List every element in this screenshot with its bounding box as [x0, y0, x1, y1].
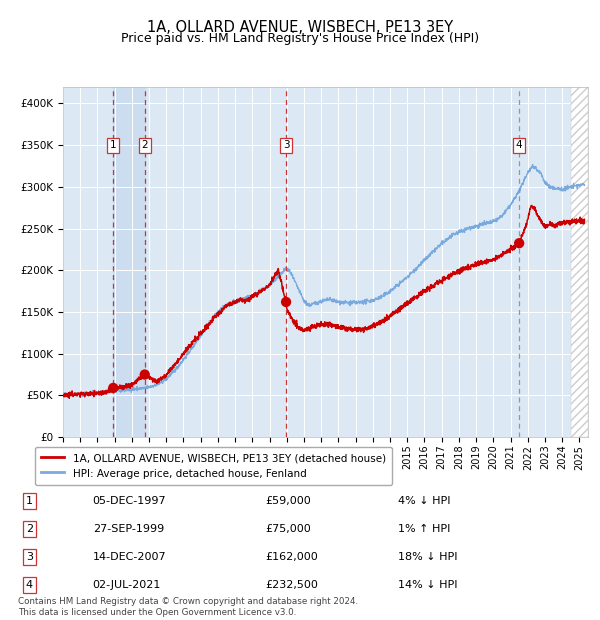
- Text: 4% ↓ HPI: 4% ↓ HPI: [398, 496, 451, 506]
- Legend: 1A, OLLARD AVENUE, WISBECH, PE13 3EY (detached house), HPI: Average price, detac: 1A, OLLARD AVENUE, WISBECH, PE13 3EY (de…: [35, 446, 392, 485]
- Text: 1% ↑ HPI: 1% ↑ HPI: [398, 524, 450, 534]
- Text: 02-JUL-2021: 02-JUL-2021: [92, 580, 161, 590]
- Point: [109, 383, 118, 393]
- Text: £232,500: £232,500: [265, 580, 319, 590]
- Text: 1A, OLLARD AVENUE, WISBECH, PE13 3EY: 1A, OLLARD AVENUE, WISBECH, PE13 3EY: [147, 20, 453, 35]
- Text: 1: 1: [110, 140, 116, 150]
- Point: [281, 297, 291, 307]
- Text: £75,000: £75,000: [265, 524, 311, 534]
- Text: 18% ↓ HPI: 18% ↓ HPI: [398, 552, 457, 562]
- Text: 4: 4: [26, 580, 33, 590]
- Text: Contains HM Land Registry data © Crown copyright and database right 2024.
This d: Contains HM Land Registry data © Crown c…: [18, 598, 358, 617]
- Text: 1: 1: [26, 496, 33, 506]
- Text: 05-DEC-1997: 05-DEC-1997: [92, 496, 166, 506]
- Text: £162,000: £162,000: [265, 552, 318, 562]
- Text: Price paid vs. HM Land Registry's House Price Index (HPI): Price paid vs. HM Land Registry's House …: [121, 32, 479, 45]
- Bar: [571, 87, 588, 437]
- Text: 2: 2: [26, 524, 33, 534]
- Point: [514, 238, 524, 248]
- Text: 4: 4: [516, 140, 523, 150]
- Bar: [113, 87, 145, 437]
- Text: 2: 2: [142, 140, 148, 150]
- Text: 3: 3: [26, 552, 33, 562]
- Text: 14% ↓ HPI: 14% ↓ HPI: [398, 580, 457, 590]
- Point: [140, 370, 149, 379]
- Text: 27-SEP-1999: 27-SEP-1999: [92, 524, 164, 534]
- Text: 14-DEC-2007: 14-DEC-2007: [92, 552, 166, 562]
- Text: 3: 3: [283, 140, 289, 150]
- Text: £59,000: £59,000: [265, 496, 311, 506]
